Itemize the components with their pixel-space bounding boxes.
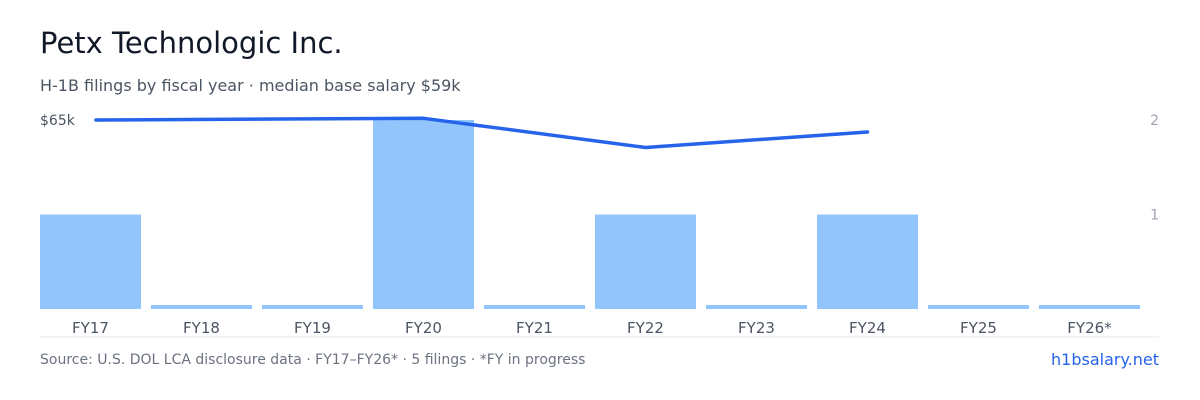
bar-fy18 [151,305,252,309]
bar-fy25 [928,305,1029,309]
x-tick-label: FY23 [738,319,775,337]
bars-layer [40,120,1140,309]
salary-line [94,116,870,150]
right-axis-tick-label: 2 [1150,113,1159,129]
chart-subtitle: H-1B filings by fiscal year · median bas… [40,76,461,95]
bar-fy20 [373,120,474,309]
salary-line-layer [94,116,870,150]
footer-source: Source: U.S. DOL LCA disclosure data · F… [40,352,586,368]
x-tick-label: FY22 [627,319,664,337]
x-tick-label: FY21 [516,319,553,337]
chart-title: Petx Technologic Inc. [40,26,343,60]
bar-fy19 [262,305,363,309]
right-axis-tick-label: 1 [1150,208,1159,224]
x-tick-label: FY26* [1067,319,1112,337]
bar-fy17 [40,214,141,309]
x-tick-label: FY19 [294,319,331,337]
x-tick-label: FY25 [960,319,997,337]
bar-fy24 [817,214,918,309]
footer-site-link[interactable]: h1bsalary.net [1051,350,1159,369]
axis-layer: FY17 FY18 FY19 FY20 FY21 FY22 FY23 FY24 FY25 FY26… [40,113,1159,338]
x-tick-label: FY20 [405,319,442,337]
bar-fy23 [706,305,807,309]
x-tick-label: FY17 [72,319,109,337]
x-tick-label: FY24 [849,319,886,337]
bar-fy22 [595,214,696,309]
left-axis-tick-label: $65k [40,113,76,129]
bar-fy26-star [1039,305,1140,309]
x-tick-label: FY18 [183,319,220,337]
bar-fy21 [484,305,585,309]
